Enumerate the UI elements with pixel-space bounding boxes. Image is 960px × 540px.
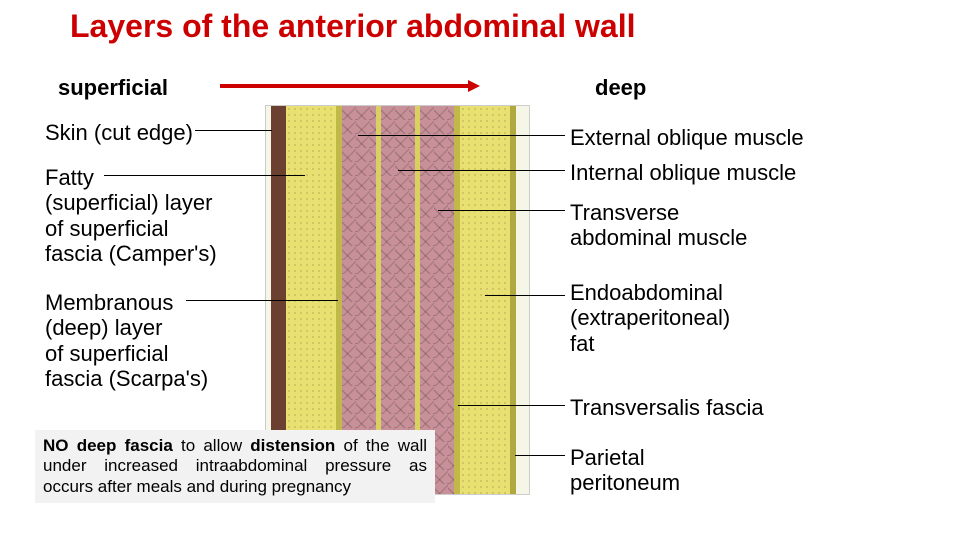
layer-label: External oblique muscle bbox=[570, 125, 804, 150]
note-box: NO deep fascia to allow distension of th… bbox=[35, 430, 435, 503]
label-superficial: superficial bbox=[58, 75, 168, 101]
leader-line bbox=[398, 170, 565, 171]
layer-label: Endoabdominal (extraperitoneal) fat bbox=[570, 280, 730, 356]
leader-line bbox=[458, 405, 565, 406]
layer-label: Parietal peritoneum bbox=[570, 445, 680, 496]
layer-label: Membranous (deep) layer of superficial f… bbox=[45, 290, 208, 391]
leader-line bbox=[195, 130, 272, 131]
leader-line bbox=[358, 135, 565, 136]
leader-line bbox=[485, 295, 565, 296]
direction-arrow bbox=[220, 84, 470, 88]
layer-endo-fat bbox=[460, 106, 510, 494]
page-title: Layers of the anterior abdominal wall bbox=[70, 8, 635, 45]
layer-label: Transversalis fascia bbox=[570, 395, 764, 420]
leader-line bbox=[186, 300, 338, 301]
layer-peritoneum bbox=[510, 106, 516, 494]
layer-label: Internal oblique muscle bbox=[570, 160, 796, 185]
leader-line bbox=[438, 210, 565, 211]
label-deep: deep bbox=[595, 75, 646, 101]
layer-label: Skin (cut edge) bbox=[45, 120, 193, 145]
leader-line bbox=[515, 455, 565, 456]
layer-label: Fatty (superficial) layer of superficial… bbox=[45, 165, 217, 266]
layer-label: Transverse abdominal muscle bbox=[570, 200, 747, 251]
